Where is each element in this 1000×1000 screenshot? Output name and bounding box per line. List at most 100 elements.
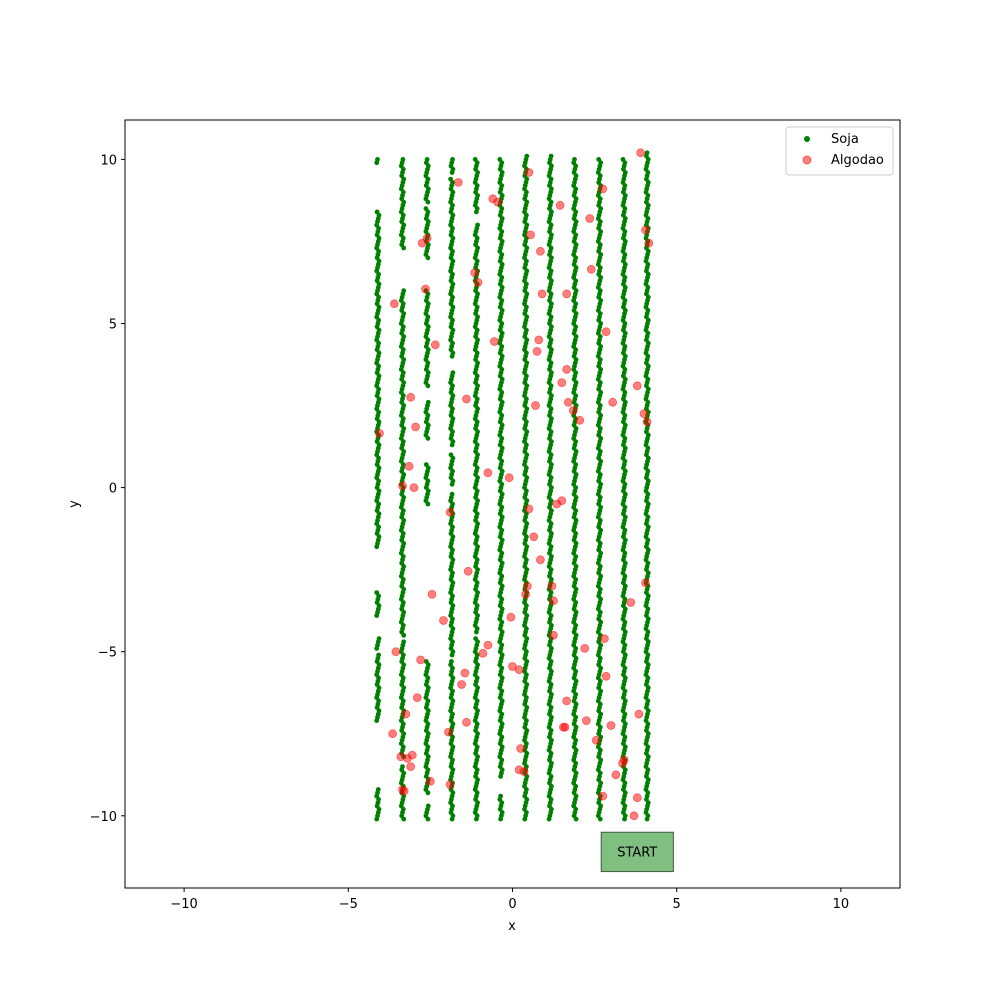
algodao-point [514, 665, 524, 675]
algodao-point [585, 214, 595, 223]
soja-point [375, 787, 381, 792]
algodao-point [562, 289, 572, 299]
algodao-point [549, 630, 558, 640]
algodao-point [399, 786, 409, 796]
algodao-point [453, 177, 463, 187]
algodao-point [644, 238, 654, 248]
algodao-point [598, 791, 608, 801]
algodao-point [563, 397, 573, 407]
soja-point [449, 491, 455, 497]
algodao-point [463, 566, 473, 576]
soja-point [375, 157, 380, 162]
algodao-point [536, 246, 545, 256]
algodao-point [398, 481, 407, 491]
algodao-point [547, 581, 557, 591]
algodao-point [416, 655, 426, 665]
algodao-point [412, 693, 422, 702]
algodao-point [444, 727, 453, 737]
algodao-point [396, 752, 406, 762]
algodao-point [417, 238, 427, 248]
algodao-point [483, 640, 493, 650]
soja-point [400, 157, 406, 162]
algodao-point [439, 616, 448, 625]
algodao-point [457, 680, 467, 689]
algodao-point [421, 284, 430, 294]
algodao-point [555, 200, 565, 210]
algodao-point [629, 811, 639, 821]
algodao-point [445, 507, 455, 517]
soja-point [425, 399, 431, 405]
y-tick-label: −5 [98, 646, 117, 661]
soja-point [400, 764, 405, 769]
x-axis-label: x [508, 919, 516, 934]
soja-point [473, 636, 478, 641]
algodao-point [562, 364, 572, 374]
soja-point [374, 590, 380, 595]
legend-box [785, 126, 894, 176]
algodao-point [489, 337, 499, 346]
soja-point [423, 462, 429, 467]
algodao-point [519, 767, 529, 776]
legend-soja-marker [804, 136, 810, 142]
start-label: START [617, 845, 657, 860]
algodao-point [391, 647, 401, 657]
start-annotation: START [600, 831, 674, 873]
algodao-point [641, 578, 650, 588]
algodao-point [534, 335, 544, 345]
soja-point [450, 157, 455, 162]
soja-point [376, 652, 381, 658]
soja-point [596, 157, 602, 162]
soja-point [449, 659, 454, 664]
algodao-point [634, 709, 644, 719]
algodao-point [532, 346, 542, 356]
algodao-point [601, 327, 611, 337]
algodao-point [568, 406, 578, 415]
algodao-point [606, 721, 616, 730]
algodao-point [427, 589, 437, 599]
algodao-point [586, 264, 596, 274]
algodao-point [611, 770, 621, 780]
algodao-point [473, 278, 483, 287]
soja-point [524, 153, 530, 159]
y-tick-label: 5 [109, 317, 117, 332]
soja-point [644, 150, 650, 156]
algodao-point [406, 392, 416, 402]
soja-point [401, 288, 407, 294]
x-axis: −10 −5 0 5 10 [170, 888, 849, 912]
soja-point [572, 157, 577, 162]
x-tick-label: 5 [673, 897, 681, 912]
algodao-point [406, 762, 416, 771]
y-tick-label: 0 [109, 482, 117, 497]
algodao-point [552, 499, 562, 509]
y-axis-label: y [67, 500, 82, 508]
algodao-point [462, 717, 471, 727]
algodao-point [504, 473, 514, 483]
soja-point [423, 206, 429, 212]
algodao-point [404, 461, 414, 471]
algodao-point [409, 483, 419, 493]
algodao-point [537, 289, 547, 299]
soja-point [425, 803, 431, 809]
algodao-point [516, 744, 526, 753]
algodao-point [536, 555, 545, 565]
algodao-point [642, 417, 652, 427]
algodao-point [580, 644, 590, 653]
algodao-point [445, 780, 455, 789]
legend-algodao-label: Algodao [831, 153, 884, 168]
algodao-point [598, 184, 608, 194]
soja-point [448, 452, 454, 458]
algodao-point [524, 504, 534, 514]
x-tick-label: −10 [170, 897, 197, 912]
algodao-point [388, 729, 398, 739]
algodao-point [626, 598, 636, 607]
soja-point [472, 157, 478, 162]
algodao-point [560, 722, 570, 732]
soja-point [450, 370, 456, 376]
algodao-point [632, 381, 642, 391]
soja-point [448, 176, 453, 182]
algodao-point [549, 596, 558, 606]
plot-area: START [124, 119, 901, 889]
soja-point [401, 639, 407, 645]
algodao-point [601, 671, 611, 681]
soja-point [497, 157, 503, 162]
